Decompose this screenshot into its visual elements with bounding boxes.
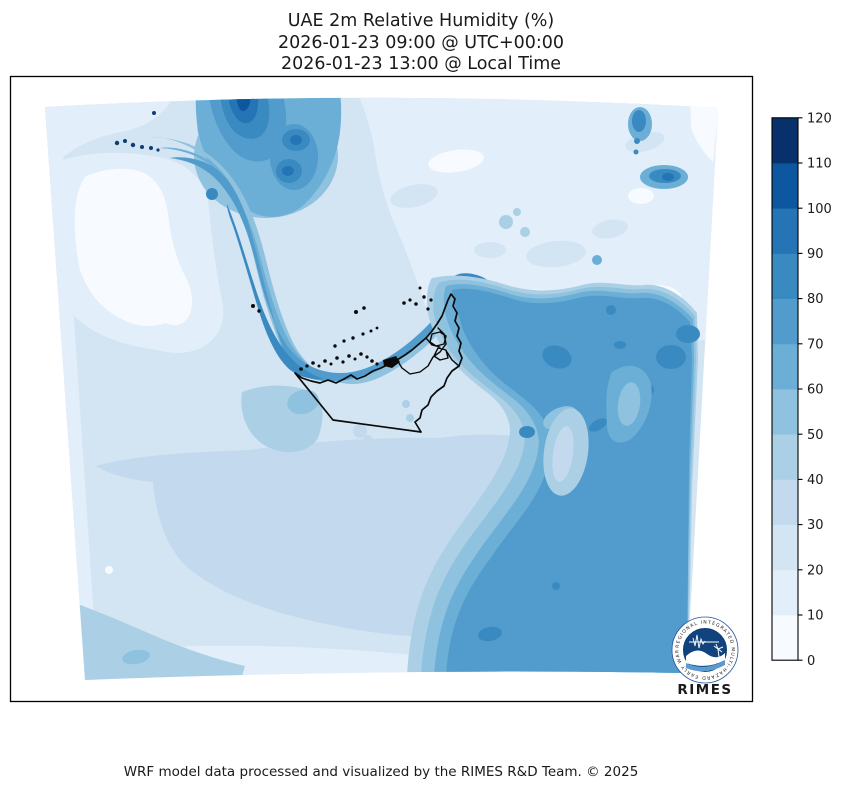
colorbar-tick-label: 30: [807, 518, 824, 533]
contour-region: [632, 110, 646, 132]
colorbar: 0 10 20 30 40 50 60 70 80 90 100 110 120: [771, 111, 832, 669]
colorbar-segment: [772, 117, 798, 164]
contour-region: [363, 435, 373, 445]
footer-credit: WRF model data processed and visualized …: [124, 764, 639, 780]
contour-region: [390, 184, 438, 208]
contour-region: [74, 168, 192, 327]
contour-region: [676, 325, 700, 343]
colorbar-tick-label: 120: [807, 111, 832, 126]
title-local-time: 2026-01-23 13:00 @ Local Time: [281, 54, 561, 74]
contour-region: [406, 414, 414, 422]
contour-region: [592, 219, 628, 239]
contour-region: [170, 157, 464, 382]
page-title: UAE 2m Relative Humidity (%): [288, 11, 554, 31]
contour-region: [402, 400, 410, 408]
iran-highland-spots: [628, 107, 688, 189]
contour-region: [478, 626, 502, 642]
contour-region: [513, 208, 521, 216]
contour-region: [520, 227, 530, 237]
rimes-logo-wave2: [686, 660, 725, 672]
contour-region: [588, 418, 608, 432]
contour-region: [634, 138, 640, 144]
contour-region: [519, 426, 535, 438]
colorbar-tick-label: 70: [807, 337, 824, 352]
colorbar-segment: [772, 615, 798, 661]
colorbar-segment: [772, 298, 798, 345]
contour-region: [690, 97, 718, 162]
zagros-high-humidity-cluster: [194, 97, 342, 218]
uae-border-outline: [294, 293, 463, 433]
contour-region: [499, 215, 513, 229]
colorbar-segment: [772, 524, 798, 571]
colorbar-segment: [772, 479, 798, 525]
contour-region: [45, 97, 175, 170]
title-utc-time: 2026-01-23 09:00 @ UTC+00:00: [278, 33, 564, 53]
nw-island-dots: [114, 111, 160, 152]
contour-region: [105, 566, 113, 574]
contour-region: [628, 188, 654, 204]
colorbar-segment: [772, 434, 798, 480]
colorbar-tick-label: 90: [807, 247, 824, 262]
uae-coastal-islands: [251, 286, 433, 371]
rimes-logo-palm-icon: [713, 643, 724, 658]
colorbar-segment: [772, 569, 798, 616]
colorbar-segment: [772, 389, 798, 435]
rimes-logo: REGIONAL INTEGRATED MULTI-HAZARD EARLY W…: [671, 616, 739, 698]
contour-region: [552, 426, 574, 482]
colorbar-tick-label: 20: [807, 563, 824, 578]
rimes-logo-seismograph-icon: [689, 634, 719, 649]
contour-region: [617, 382, 641, 426]
contour-region: [542, 345, 572, 369]
contour-region: [287, 389, 319, 415]
contour-region: [206, 188, 218, 200]
gulf-of-oman-mass: [407, 275, 700, 676]
contour-region: [227, 204, 324, 380]
colorbar-tick-label: 10: [807, 609, 824, 624]
contour-region: [656, 345, 686, 369]
rimes-logo-wave: [686, 650, 725, 666]
uae-internal-borders: [396, 327, 460, 375]
contour-region: [633, 149, 639, 155]
contour-region: [62, 598, 245, 680]
contour-region: [45, 107, 98, 680]
colorbar-tick-label: 50: [807, 428, 824, 443]
contour-region: [552, 582, 560, 590]
contour-region: [122, 649, 150, 665]
contour-region: [662, 173, 674, 181]
colorbar-segment: [772, 163, 798, 209]
colorbar-segment: [772, 343, 798, 390]
contour-region: [606, 305, 616, 315]
contour-region: [236, 97, 252, 112]
colorbar-tick-label: 40: [807, 473, 824, 488]
colorbar-tick-label: 60: [807, 383, 824, 398]
uae-boundary: [294, 293, 463, 433]
humidity-field: [45, 97, 718, 680]
contour-region: [353, 424, 367, 438]
contour-region: [428, 149, 484, 173]
contour-region: [384, 536, 412, 554]
colorbar-segment: [772, 253, 798, 299]
colorbar-tick-label: 80: [807, 292, 824, 307]
contour-region: [614, 341, 626, 349]
colorbar-segment: [772, 208, 798, 254]
colorbar-tick-label: 0: [807, 654, 815, 669]
contour-region: [290, 135, 302, 145]
contour-region: [592, 255, 602, 265]
contour-region: [282, 166, 294, 176]
colorbar-tick-label: 100: [807, 202, 832, 217]
contour-region: [526, 240, 586, 268]
colorbar-tick-label: 110: [807, 157, 832, 172]
rimes-logo-wordmark: RIMES: [677, 682, 732, 698]
contour-region: [474, 242, 506, 258]
